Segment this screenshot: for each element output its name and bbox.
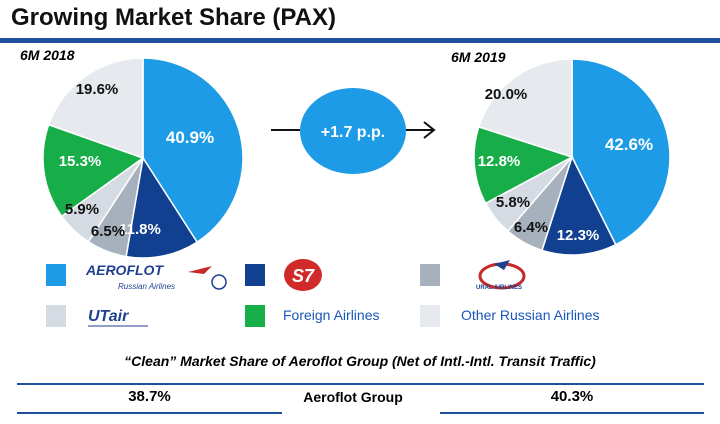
s7-logo: S7: [283, 258, 323, 292]
data-label-s7: 11.8%: [119, 221, 161, 238]
pie-slice-other-russian-airlines: [477, 58, 573, 159]
clean-share-2019: 40.3%: [550, 388, 594, 405]
svg-text:UTair: UTair: [88, 308, 129, 325]
utair-logo: UTair: [88, 304, 168, 330]
pie-slice-s7: [125, 155, 199, 259]
data-label-ural-airlines: 6.4%: [514, 219, 548, 236]
clean-share-bottom-rule-left: [17, 412, 282, 414]
data-label-aeroflot: 42.6%: [605, 135, 653, 154]
pie-slice-foreign-airlines: [42, 123, 145, 218]
data-label-utair: 5.9%: [65, 201, 99, 218]
svg-text:AEROFLOT: AEROFLOT: [86, 262, 164, 278]
title-underline: [0, 38, 720, 43]
arrow-head-icon: [423, 121, 436, 139]
legend-label-other: Other Russian Airlines: [461, 307, 600, 323]
clean-share-top-rule: [17, 383, 704, 385]
data-label-other-russian-airlines: 19.6%: [76, 81, 119, 98]
legend-swatch-other: [420, 305, 440, 327]
clean-share-title: “Clean” Market Share of Aeroflot Group (…: [124, 353, 596, 369]
pie-slice-aeroflot: [571, 58, 671, 246]
change-circle: [300, 88, 406, 174]
ural-airlines-logo: URAL AIRLINES: [470, 256, 530, 294]
legend-swatch-utair: [46, 305, 66, 327]
pie-chart-2018: 40.9% 11.8%6.5% 5.9% 15.3% 19.6%: [42, 57, 244, 259]
pie-slice-other-russian-airlines: [47, 57, 144, 160]
data-label-foreign-airlines: 15.3%: [59, 153, 102, 170]
legend-swatch-ural: [420, 264, 440, 286]
legend-swatch-aeroflot: [46, 264, 66, 286]
pie-chart-2019: 42.6% 12.3% 6.4% 5.8% 12.8% 20.0%: [473, 58, 671, 256]
period-label-2019: 6M 2019: [451, 49, 506, 65]
data-label-ural-airlines: 6.5%: [91, 223, 125, 240]
data-label-other-russian-airlines: 20.0%: [485, 86, 528, 103]
clean-share-bottom-rule-right: [440, 412, 704, 414]
legend-label-foreign: Foreign Airlines: [283, 307, 380, 323]
page-title: Growing Market Share (PAX): [11, 4, 336, 31]
legend-swatch-s7: [245, 264, 265, 286]
change-label: +1.7 p.p.: [321, 124, 385, 141]
svg-text:URAL AIRLINES: URAL AIRLINES: [476, 285, 522, 291]
data-label-foreign-airlines: 12.8%: [478, 153, 521, 170]
svg-text:S7: S7: [292, 266, 315, 286]
legend-swatch-foreign: [245, 305, 265, 327]
svg-text:Russian Airlines: Russian Airlines: [118, 282, 175, 291]
clean-share-2018: 38.7%: [128, 388, 171, 405]
data-label-aeroflot: 40.9%: [166, 128, 214, 147]
clean-share-label: Aeroflot Group: [303, 389, 403, 405]
pie-slice-s7: [541, 155, 617, 256]
data-label-utair: 5.8%: [496, 194, 530, 211]
period-label-2018: 6M 2018: [20, 47, 75, 63]
aeroflot-logo: AEROFLOT Russian Airlines: [85, 258, 236, 294]
data-label-s7: 12.3%: [557, 227, 600, 244]
pie-slice-foreign-airlines: [473, 125, 574, 205]
